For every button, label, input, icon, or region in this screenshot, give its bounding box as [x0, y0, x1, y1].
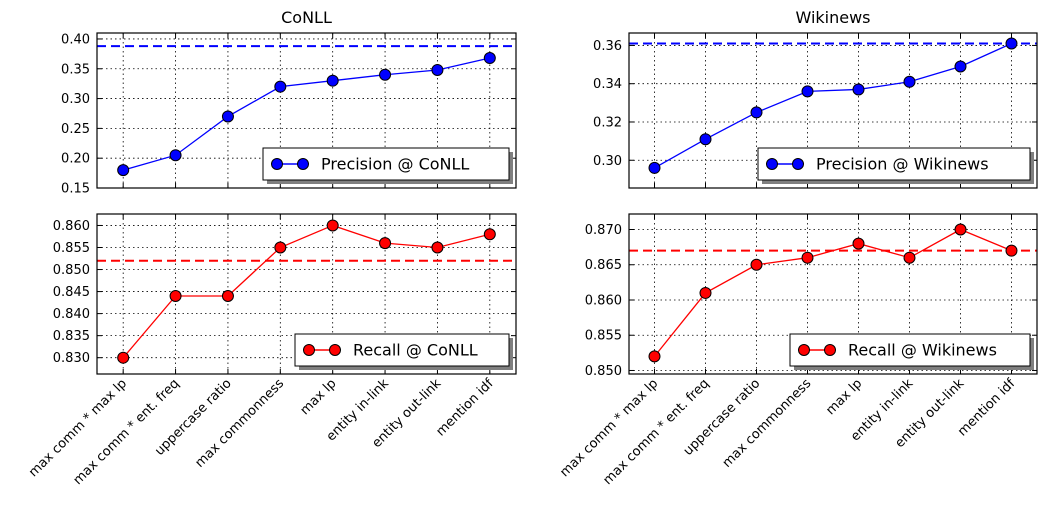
- legend: Precision @ CoNLL: [262, 147, 510, 181]
- data-point: [954, 60, 967, 73]
- x-tick-label: max lp: [823, 376, 865, 418]
- y-tick-label: 0.35: [61, 62, 90, 77]
- data-point: [221, 289, 234, 302]
- data-point: [483, 228, 496, 241]
- legend-label: Precision @ CoNLL: [321, 155, 469, 174]
- legend-label: Recall @ CoNLL: [353, 341, 478, 360]
- x-tick-label: max commonness: [192, 376, 287, 471]
- panel-0: 0.15 0.20 0.25 0.30 0.35 0.40 CoNLL Precision @…: [61, 8, 517, 197]
- y-tick-label: 0.20: [61, 152, 90, 167]
- y-tick-label: 0.870: [585, 223, 622, 238]
- legend: Recall @ CoNLL: [294, 333, 510, 367]
- x-tick-label: max commonness: [720, 376, 815, 471]
- y-tick-label: 0.845: [53, 285, 90, 300]
- data-point: [1005, 37, 1018, 50]
- data-point: [648, 161, 661, 174]
- data-point: [117, 164, 130, 177]
- x-tick-label: max comm * max lp: [557, 376, 661, 480]
- chart-title: CoNLL: [281, 8, 332, 27]
- data-point: [326, 74, 339, 87]
- y-tick-label: 0.835: [53, 329, 90, 344]
- y-tick-label: 0.860: [53, 219, 90, 234]
- data-point: [379, 237, 392, 250]
- y-tick-label: 0.25: [61, 122, 90, 137]
- legend-label: Recall @ Wikinews: [848, 341, 997, 360]
- data-point: [169, 289, 182, 302]
- legend-marker: [792, 158, 804, 170]
- y-tick-label: 0.865: [585, 258, 622, 273]
- data-point: [750, 106, 763, 119]
- y-tick-label: 0.850: [585, 364, 622, 379]
- y-tick-label: 0.30: [593, 154, 622, 169]
- data-point: [1005, 244, 1018, 257]
- y-tick-label: 0.855: [53, 241, 90, 256]
- data-point: [750, 258, 763, 271]
- y-tick-label: 0.30: [61, 92, 90, 107]
- legend-marker: [303, 344, 315, 356]
- x-tick-label: max lp: [298, 376, 340, 418]
- y-tick-label: 0.34: [593, 77, 622, 92]
- legend-marker: [798, 344, 810, 356]
- series-line: [653, 228, 1012, 357]
- x-tick-label: max comm * max lp: [26, 376, 130, 480]
- data-point: [117, 351, 130, 364]
- data-point: [274, 241, 287, 254]
- legend-marker: [297, 158, 309, 170]
- chart-title: Wikinews: [795, 8, 870, 27]
- axes-frame: [96, 32, 517, 189]
- axes-frame: [628, 32, 1038, 189]
- legend-marker: [824, 344, 836, 356]
- y-tick-label: 0.32: [593, 115, 622, 130]
- data-point: [326, 219, 339, 232]
- series-line: [123, 57, 490, 171]
- y-tick-label: 0.830: [53, 351, 90, 366]
- x-tick-label: max comm * ent. freq: [71, 376, 183, 488]
- panel-1: 0.30 0.32 0.34 0.36 Wikinews Precision @ Wiki…: [593, 8, 1038, 189]
- data-point: [221, 110, 234, 123]
- x-tick-label: mention idf: [433, 376, 496, 439]
- legend: Recall @ Wikinews: [789, 333, 1031, 367]
- axes-frame: [628, 213, 1038, 375]
- data-point: [699, 133, 712, 146]
- legend-marker: [766, 158, 778, 170]
- data-point: [274, 80, 287, 93]
- panel-2: 0.830 0.835 0.840 0.845 0.850 0.855 0.860 max c…: [26, 213, 517, 488]
- data-point: [379, 68, 392, 81]
- y-tick-label: 0.40: [61, 32, 90, 47]
- axes-frame: [96, 213, 517, 375]
- data-point: [801, 85, 814, 98]
- y-tick-label: 0.15: [61, 182, 90, 197]
- data-point: [852, 83, 865, 96]
- legend-marker: [329, 344, 341, 356]
- legend-label: Precision @ Wikinews: [816, 155, 989, 174]
- data-point: [954, 223, 967, 236]
- y-tick-label: 0.855: [585, 329, 622, 344]
- data-point: [431, 241, 444, 254]
- panel-3: 0.850 0.855 0.860 0.865 0.870 max comm * max …: [557, 213, 1038, 488]
- y-tick-label: 0.840: [53, 307, 90, 322]
- y-tick-label: 0.860: [585, 293, 622, 308]
- series-line: [654, 42, 1012, 169]
- data-point: [852, 237, 865, 250]
- y-tick-label: 0.850: [53, 263, 90, 278]
- data-point: [699, 286, 712, 299]
- data-point: [801, 251, 814, 264]
- data-point: [431, 63, 444, 76]
- legend-marker: [271, 158, 283, 170]
- legend: Precision @ Wikinews: [757, 147, 1031, 181]
- data-point: [903, 251, 916, 264]
- data-point: [169, 149, 182, 162]
- y-tick-label: 0.36: [593, 39, 622, 54]
- data-point: [903, 75, 916, 88]
- data-point: [648, 350, 661, 363]
- data-point: [483, 52, 496, 65]
- series-line: [122, 224, 490, 359]
